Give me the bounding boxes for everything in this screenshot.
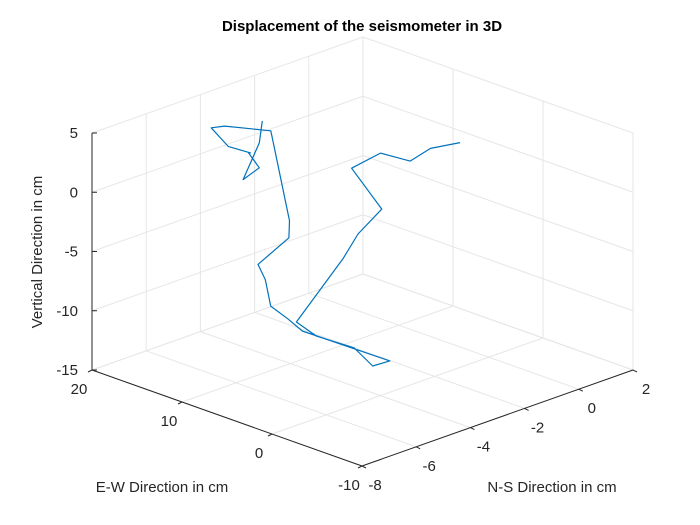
z-tick-label: 0 [70,184,78,201]
series-line [210,120,461,367]
floor-gridline-x [146,350,417,448]
floor-gridline-x [308,292,579,390]
side-wall-gridline-z [362,273,634,371]
x-tick-mark [470,427,475,431]
y-tick-mark [357,465,363,469]
floor-gridline-y [181,305,454,403]
z-tick-label: -5 [65,244,78,261]
side-wall-gridline-z [362,36,634,134]
z-axis-label: Vertical Direction in cm [29,176,46,329]
x-tick-label: -2 [531,419,544,436]
y-tick-label: 0 [255,445,263,462]
x-tick-mark [415,446,421,450]
y-tick-mark [87,369,93,373]
back-wall-gridline-z [91,95,364,193]
chart-title: Displacement of the seismometer in 3D [222,18,502,35]
side-wall-gridline-z [362,95,634,193]
back-wall-gridline-z [91,36,364,134]
x-axis-line [361,369,634,467]
y-axis-line [91,369,363,467]
x-tick-label: -8 [368,477,381,494]
back-wall-gridline-z [91,214,364,312]
plot-area [210,120,461,367]
floor-gridline-y [271,337,544,435]
floor-gridline-x [200,331,471,429]
x-tick-mark [632,369,638,373]
z-tick-label: -10 [56,303,78,320]
x-tick-label: -4 [477,439,490,456]
side-wall-gridline-z [362,214,634,312]
z-tick-label: 5 [70,125,78,142]
y-axis-label: E-W Direction in cm [96,479,229,496]
back-wall-gridline-z [91,273,364,371]
x-tick-label: 0 [588,400,596,417]
axis-layer [87,132,638,469]
z-tick-label: -15 [56,362,78,379]
x-axis-label: N-S Direction in cm [487,479,616,496]
grid-layer [91,36,634,467]
y-tick-mark [177,401,183,405]
y-tick-label: -10 [338,477,360,494]
back-wall-gridline-z [91,155,364,252]
tick-labels: -8 -6 -4 -2 0 2 -10 0 10 20 -15 -10 -5 0 5 [56,125,650,494]
side-wall-gridline-z [362,155,634,252]
x-tick-mark [361,465,367,469]
x-tick-label: 2 [642,381,650,398]
x-tick-label: -6 [423,458,436,475]
y-tick-label: 10 [161,413,178,430]
x-tick-mark [578,388,584,392]
x-tick-mark [524,407,529,411]
y-tick-label: 20 [71,381,88,398]
y-tick-mark [267,433,273,437]
